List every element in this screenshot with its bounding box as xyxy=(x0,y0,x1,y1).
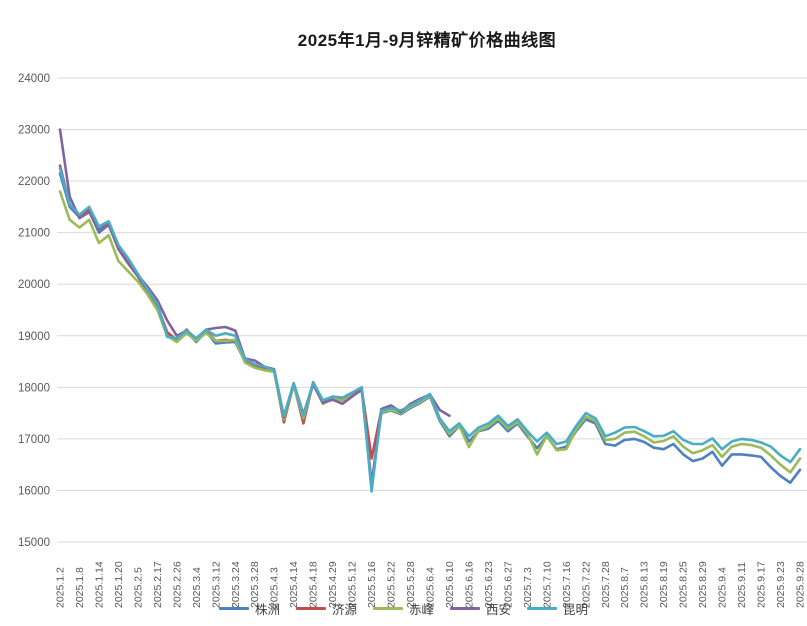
y-axis-label: 16000 xyxy=(18,485,50,497)
y-axis-label: 15000 xyxy=(18,537,50,549)
legend-line-swatch xyxy=(450,607,480,610)
x-axis-label: 2025.9.28 xyxy=(795,561,807,608)
x-axis-label: 2025.8.13 xyxy=(639,561,651,608)
x-axis-label: 2025.7.3 xyxy=(522,567,534,608)
y-axis-label: 17000 xyxy=(18,434,50,446)
x-axis-label: 2025.5.12 xyxy=(347,561,359,608)
x-axis-label: 2025.4.29 xyxy=(327,561,339,608)
legend-line-swatch xyxy=(295,607,326,610)
legend-line-swatch xyxy=(527,607,558,610)
y-axis-label: 19000 xyxy=(18,331,50,343)
x-axis-label: 2025.7.10 xyxy=(541,561,553,608)
legend-label: 赤峰 xyxy=(408,603,434,617)
x-axis-label: 2025.8.29 xyxy=(697,561,709,608)
x-axis-label: 2025.1.8 xyxy=(74,567,86,608)
x-axis-label: 2025.6.10 xyxy=(444,561,456,608)
x-axis-label: 2025.3.12 xyxy=(210,561,222,608)
x-axis-label: 2025.3.28 xyxy=(249,561,261,608)
x-axis-label: 2025.8.7 xyxy=(619,567,631,608)
x-axis-label: 2025.1.2 xyxy=(55,567,67,608)
legend-item-4: 昆明 xyxy=(527,599,588,618)
x-axis-label: 2025.5.22 xyxy=(386,561,398,608)
y-axis-label: 20000 xyxy=(18,279,50,291)
y-axis-label: 21000 xyxy=(18,228,50,240)
x-axis-label: 2025.1.20 xyxy=(113,561,125,608)
legend-line-swatch xyxy=(218,607,249,610)
x-axis-label: 2025.9.11 xyxy=(736,562,748,608)
x-axis-label: 2025.7.28 xyxy=(600,561,612,608)
legend-label: 西安 xyxy=(486,603,512,617)
x-axis-label: 2025.2.17 xyxy=(152,561,164,608)
x-axis-label: 2025.6.27 xyxy=(502,561,514,608)
x-axis-label: 2025.7.22 xyxy=(580,561,592,608)
y-axis-label: 22000 xyxy=(18,176,50,188)
x-axis-label: 2025.2.26 xyxy=(171,561,183,608)
x-axis-label: 2025.4.18 xyxy=(308,561,320,608)
x-axis-label: 2025.9.4 xyxy=(717,567,729,608)
legend-item-0: 株洲 xyxy=(218,599,280,618)
x-axis-label: 2025.3.4 xyxy=(191,567,203,608)
x-axis-label: 2025.9.17 xyxy=(756,561,768,608)
x-axis-label: 2025.4.14 xyxy=(288,561,300,608)
x-axis-label: 2025.7.16 xyxy=(561,561,573,608)
x-axis-label: 2025.8.25 xyxy=(678,561,690,608)
x-axis-label: 2025.5.28 xyxy=(405,561,417,608)
x-axis-label: 2025.6.16 xyxy=(463,561,475,608)
y-axis-label: 18000 xyxy=(18,382,50,394)
legend-item-2: 赤峰 xyxy=(372,599,434,618)
x-axis-label: 2025.8.19 xyxy=(658,561,670,608)
legend-label: 昆明 xyxy=(563,603,589,617)
legend-item-1: 济源 xyxy=(295,599,357,618)
y-axis-label: 24000 xyxy=(18,73,50,85)
x-axis-label: 2025.3.24 xyxy=(230,561,242,608)
x-axis-label: 2025.5.16 xyxy=(366,561,378,608)
x-axis-label: 2025.6.23 xyxy=(483,561,495,608)
legend-label: 株洲 xyxy=(254,603,280,617)
chart-legend: 株洲 济源 赤峰 西安 昆明 xyxy=(0,599,807,618)
legend-line-swatch xyxy=(372,607,403,610)
legend-item-3: 西安 xyxy=(450,599,511,618)
series-line-3 xyxy=(58,128,451,486)
chart-title: 2025年1月-9月锌精矿价格曲线图 xyxy=(297,31,557,50)
series-line-4 xyxy=(58,166,802,493)
x-axis-label: 2025.6.4 xyxy=(425,567,437,608)
x-axis-label: 2025.1.14 xyxy=(93,561,105,608)
x-axis-label: 2025.4.3 xyxy=(269,567,281,608)
x-axis-label: 2025.9.23 xyxy=(775,561,787,608)
series-line-1 xyxy=(58,164,393,460)
y-axis-label: 23000 xyxy=(18,125,50,137)
x-axis-label: 2025.2.5 xyxy=(132,567,144,608)
legend-label: 济源 xyxy=(331,603,357,617)
